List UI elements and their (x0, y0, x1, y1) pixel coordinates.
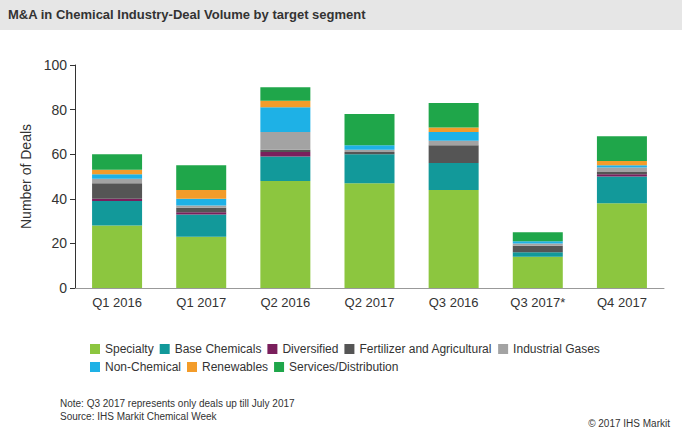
svg-text:20: 20 (51, 235, 67, 251)
svg-text:Specialty: Specialty (105, 342, 154, 356)
svg-text:Q2 2017: Q2 2017 (345, 295, 395, 310)
svg-text:Base Chemicals: Base Chemicals (175, 342, 262, 356)
svg-text:0: 0 (59, 280, 67, 296)
svg-text:Q1 2016: Q1 2016 (92, 295, 142, 310)
svg-text:40: 40 (51, 191, 67, 207)
svg-text:Services/Distribution: Services/Distribution (289, 360, 398, 374)
svg-text:Q1 2017: Q1 2017 (176, 295, 226, 310)
svg-text:Number of Deals: Number of Deals (18, 124, 34, 229)
svg-text:Industrial Gases: Industrial Gases (513, 342, 600, 356)
svg-text:Q4 2017: Q4 2017 (597, 295, 647, 310)
svg-text:M&A in Chemical Industry-Deal: M&A in Chemical Industry-Deal Volume by … (8, 7, 366, 22)
svg-text:Diversified: Diversified (282, 342, 338, 356)
svg-text:Q3 2016: Q3 2016 (429, 295, 479, 310)
svg-text:Note: Q3 2017 represents only: Note: Q3 2017 represents only deals up t… (60, 398, 295, 409)
svg-text:© 2017 IHS Markit: © 2017 IHS Markit (588, 418, 670, 429)
svg-text:Q3 2017*: Q3 2017* (510, 295, 565, 310)
svg-text:Source: IHS Markit Chemical We: Source: IHS Markit Chemical Week (60, 411, 218, 422)
svg-text:80: 80 (51, 102, 67, 118)
svg-text:100: 100 (44, 57, 68, 73)
svg-text:Non-Chemical: Non-Chemical (105, 360, 181, 374)
svg-text:Renewables: Renewables (202, 360, 268, 374)
svg-text:Q2 2016: Q2 2016 (260, 295, 310, 310)
svg-text:Fertilizer and Agricultural: Fertilizer and Agricultural (359, 342, 491, 356)
svg-text:60: 60 (51, 146, 67, 162)
